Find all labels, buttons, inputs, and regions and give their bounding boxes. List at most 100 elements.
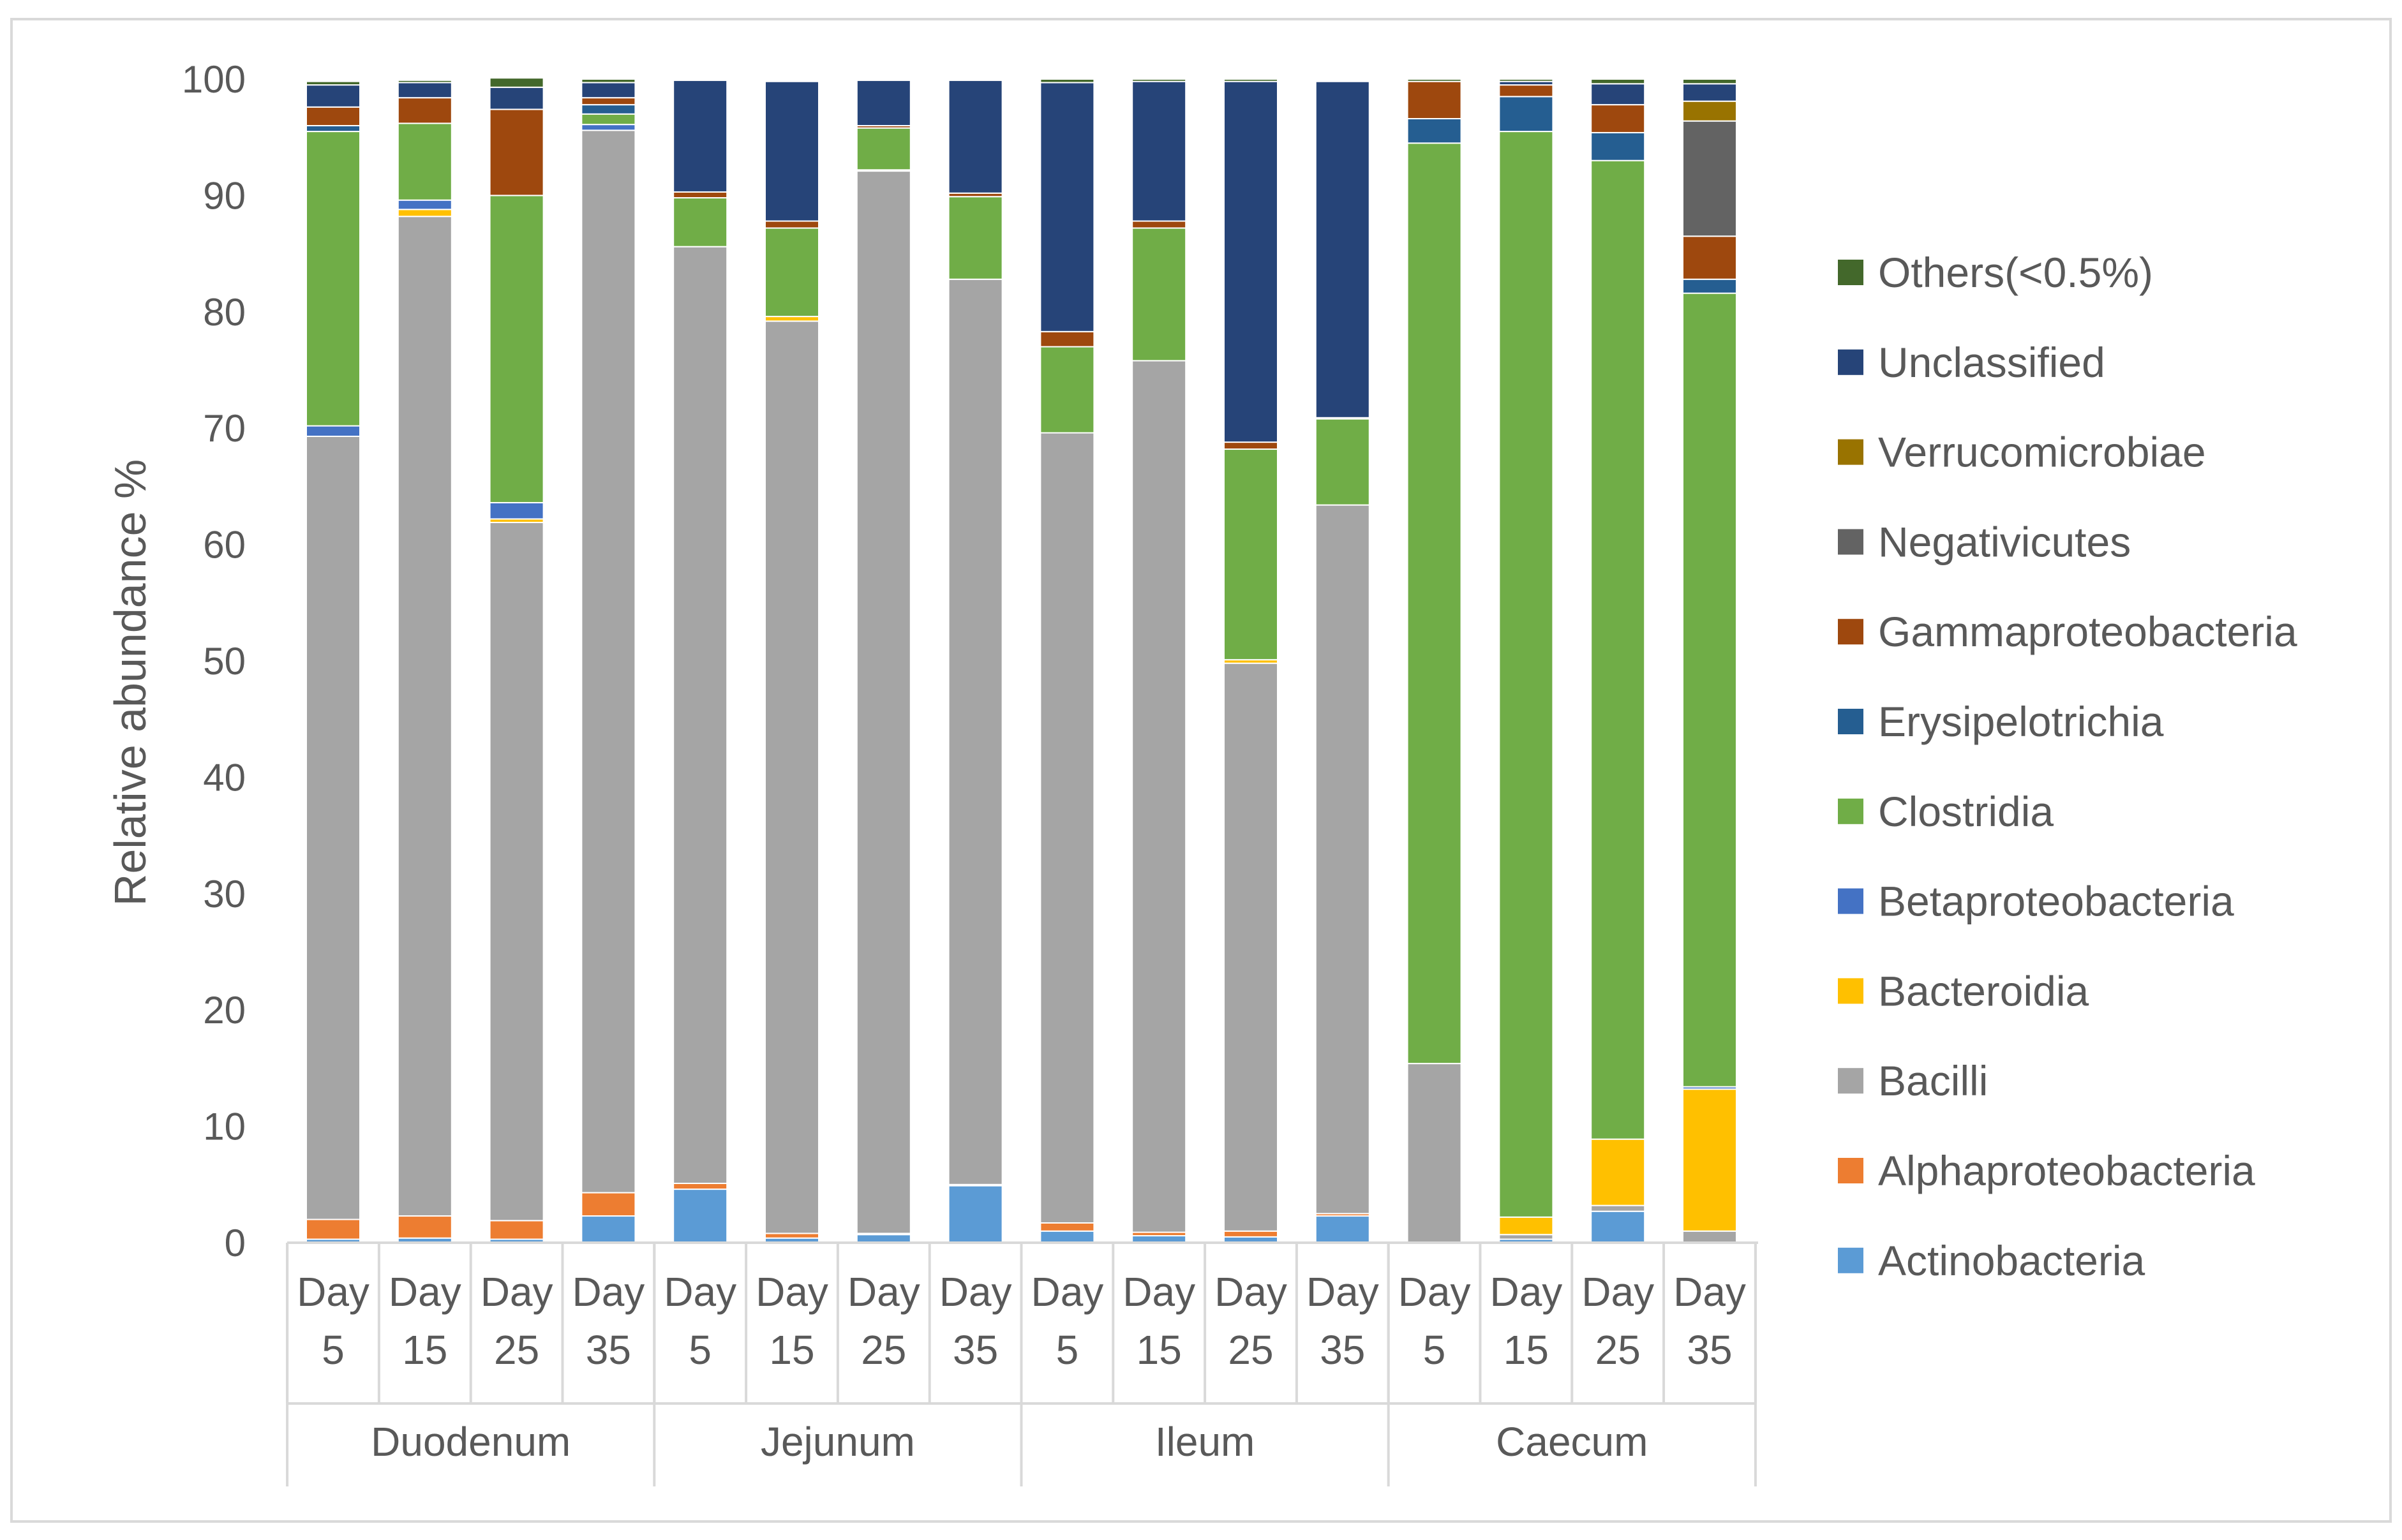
chart-border	[10, 18, 2392, 1523]
x-tick-label: Day	[1673, 1269, 1746, 1315]
x-tick-label: Day	[572, 1269, 645, 1315]
bar-segment	[397, 122, 452, 201]
bar-segment	[306, 80, 361, 86]
x-tick-label: 15	[769, 1327, 814, 1373]
legend-label: Others(<0.5%)	[1878, 249, 2153, 296]
bar-segment	[948, 79, 1003, 194]
x-tick-label: 25	[861, 1327, 906, 1373]
bar-segment	[581, 1192, 636, 1217]
legend-swatch	[1838, 619, 1863, 645]
x-tick-label: Day	[1398, 1269, 1471, 1315]
bar-segment	[1315, 80, 1370, 418]
y-tick-label: 20	[203, 989, 246, 1032]
x-tick-label: 25	[494, 1327, 539, 1373]
bar-segment	[397, 79, 452, 84]
bar-segment	[1131, 227, 1187, 362]
axis-layer: 0 10 20 30 40 50 60 70 80 90 100	[182, 58, 246, 1264]
legend-label: Gammaproteobacteria	[1878, 608, 2297, 655]
y-tick-label: 100	[182, 58, 246, 101]
bar-segment	[1590, 1138, 1646, 1206]
bar-segment	[1315, 418, 1370, 506]
bar-segment	[306, 435, 361, 1220]
legend-label: Bacilli	[1878, 1057, 1988, 1104]
y-tick-label: 90	[203, 174, 246, 217]
bar-segment	[1590, 131, 1646, 161]
bar-segment	[1223, 441, 1278, 450]
bar-segment	[1498, 78, 1554, 82]
bar-segment	[765, 227, 819, 318]
y-tick-label: 10	[203, 1106, 246, 1148]
bar-segment	[1040, 1230, 1095, 1244]
bar-segment	[1131, 360, 1187, 1233]
bar-segment	[765, 220, 819, 229]
bar-segment	[581, 1215, 636, 1243]
legend-swatch	[1838, 1068, 1863, 1094]
bar-segment	[856, 79, 911, 126]
x-tick-label: 15	[1137, 1327, 1182, 1373]
bar-segment	[306, 425, 361, 437]
x-tick-label: 5	[322, 1327, 345, 1373]
bar-layer	[306, 77, 1737, 1244]
bar-segment	[1040, 1222, 1095, 1232]
legend-swatch	[1838, 439, 1863, 465]
legend-swatch	[1838, 260, 1863, 285]
x-tick-label: Day	[297, 1269, 369, 1315]
legend-swatch	[1838, 349, 1863, 375]
bar-segment	[673, 197, 728, 248]
legend-swatch	[1838, 978, 1863, 1004]
group-label: Caecum	[1496, 1419, 1648, 1465]
bar-segment	[1406, 78, 1462, 82]
bar-segment	[489, 77, 544, 88]
bar-segment	[948, 196, 1003, 280]
bar-segment	[1131, 78, 1187, 82]
bar-segment	[306, 124, 361, 133]
bar-segment	[581, 82, 636, 99]
legend: Others(<0.5%) Unclassified Verrucomicrobia…	[1838, 249, 2297, 1284]
bar-segment	[397, 209, 452, 218]
legend-label: Alphaproteobacteria	[1878, 1147, 2255, 1194]
bar-segment	[489, 86, 544, 110]
x-tick-label: Day	[389, 1269, 461, 1315]
legend-label: Verrucomicrobiae	[1878, 429, 2206, 476]
bar-segment	[1040, 346, 1095, 434]
bar-segment	[306, 1218, 361, 1240]
legend-label: Negativicutes	[1878, 518, 2131, 565]
bar-segment	[948, 1185, 1003, 1244]
y-tick-label: 0	[225, 1222, 246, 1264]
bar-segment	[1223, 448, 1278, 661]
bar-segment	[765, 79, 819, 82]
bar-segment	[1040, 82, 1095, 332]
bar-segment	[673, 79, 728, 193]
bar-segment	[1315, 1215, 1370, 1243]
bar-segment	[765, 80, 819, 222]
x-tick-label: Day	[664, 1269, 736, 1315]
bar-segment	[1406, 118, 1462, 144]
x-tick-label: Day	[481, 1269, 553, 1315]
bar-segment	[1590, 159, 1646, 1140]
legend-swatch	[1838, 798, 1863, 824]
x-tick-label: 35	[1687, 1327, 1732, 1373]
bar-segment	[1498, 1216, 1554, 1236]
bar-segment	[306, 84, 361, 108]
bar-segment	[1498, 131, 1554, 1218]
bar-segment	[581, 97, 636, 106]
bar-segment	[397, 97, 452, 124]
bar-segment	[1223, 78, 1278, 82]
x-tick-label: 15	[1503, 1327, 1549, 1373]
bar-segment	[1682, 278, 1737, 294]
x-tick-label: 15	[402, 1327, 447, 1373]
bar-segment	[1040, 78, 1095, 84]
x-tick-label: Day	[1031, 1269, 1103, 1315]
bar-segment	[1406, 142, 1462, 1065]
bar-segment	[1682, 100, 1737, 122]
bar-segment	[765, 316, 819, 322]
bar-segment	[1682, 83, 1737, 102]
bar-segment	[1315, 79, 1370, 82]
bar-segment	[1498, 1234, 1554, 1240]
bar-segment	[1498, 96, 1554, 133]
bar-segment	[1223, 662, 1278, 1232]
bar-segment	[1682, 120, 1737, 237]
y-tick-label: 60	[203, 524, 246, 566]
bar-segment	[673, 1182, 728, 1190]
